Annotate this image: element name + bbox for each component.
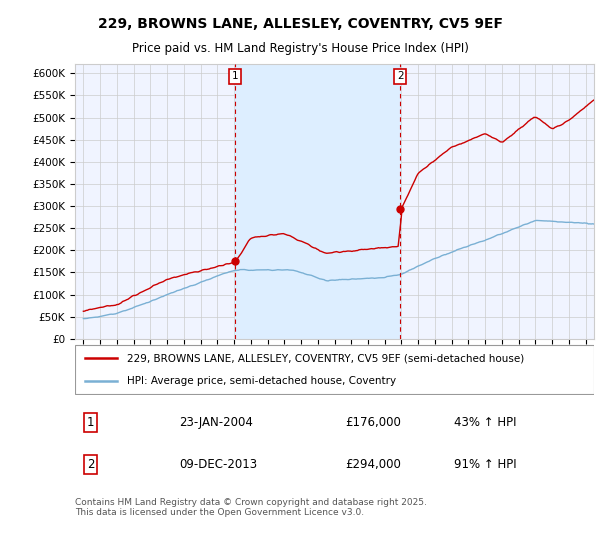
Text: £294,000: £294,000: [345, 459, 401, 472]
Text: 91% ↑ HPI: 91% ↑ HPI: [454, 459, 517, 472]
Text: 43% ↑ HPI: 43% ↑ HPI: [454, 416, 517, 430]
Text: 1: 1: [232, 71, 238, 81]
Text: HPI: Average price, semi-detached house, Coventry: HPI: Average price, semi-detached house,…: [127, 376, 396, 386]
Text: 1: 1: [87, 416, 94, 430]
Bar: [235, 64, 400, 339]
Text: 2: 2: [397, 71, 403, 81]
Text: 23-JAN-2004: 23-JAN-2004: [179, 416, 253, 430]
Text: 229, BROWNS LANE, ALLESLEY, COVENTRY, CV5 9EF (semi-detached house): 229, BROWNS LANE, ALLESLEY, COVENTRY, CV…: [127, 353, 524, 363]
Text: £176,000: £176,000: [345, 416, 401, 430]
Text: Price paid vs. HM Land Registry's House Price Index (HPI): Price paid vs. HM Land Registry's House …: [131, 42, 469, 55]
FancyBboxPatch shape: [75, 346, 594, 394]
Text: Contains HM Land Registry data © Crown copyright and database right 2025.
This d: Contains HM Land Registry data © Crown c…: [75, 497, 427, 517]
Text: 229, BROWNS LANE, ALLESLEY, COVENTRY, CV5 9EF: 229, BROWNS LANE, ALLESLEY, COVENTRY, CV…: [97, 17, 503, 31]
Text: 09-DEC-2013: 09-DEC-2013: [179, 459, 257, 472]
Text: 2: 2: [87, 459, 94, 472]
